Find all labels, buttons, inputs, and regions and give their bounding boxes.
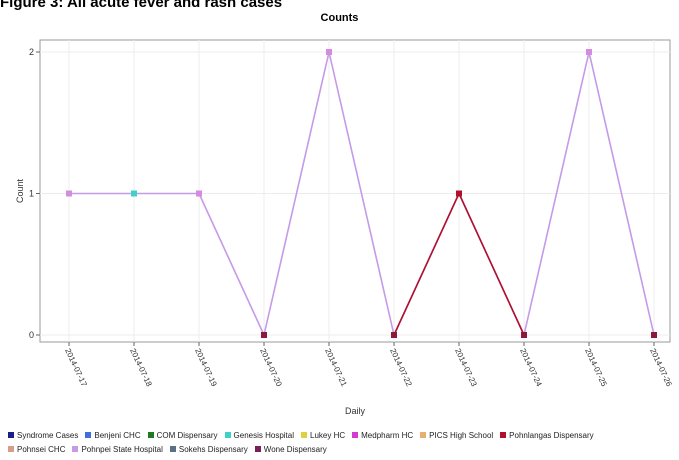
legend-swatch — [8, 432, 14, 438]
legend-swatch — [72, 446, 78, 452]
legend-label: Benjeni CHC — [94, 431, 140, 440]
legend-swatch — [8, 446, 14, 452]
legend-item: Pohnlangas Dispensary — [500, 429, 594, 443]
x-tick-label: 2014-07-20 — [258, 347, 284, 388]
legend-swatch — [420, 432, 426, 438]
legend-label: Lukey HC — [310, 431, 345, 440]
legend-label: Pohnsei CHC — [17, 445, 65, 454]
x-tick-label: 2014-07-21 — [323, 347, 349, 388]
legend-label: Syndrome Cases — [17, 431, 78, 440]
legend-label: Pohnlangas Dispensary — [509, 431, 594, 440]
x-tick-label: 2014-07-17 — [63, 347, 89, 388]
data-point — [391, 332, 397, 338]
legend-swatch — [255, 446, 261, 452]
legend-swatch — [170, 446, 176, 452]
y-tick-label: 0 — [29, 330, 34, 340]
x-tick-label: 2014-07-24 — [518, 347, 544, 388]
legend-swatch — [225, 432, 231, 438]
legend-item: Syndrome Cases — [8, 429, 78, 443]
legend-item: Pohnsei CHC — [8, 443, 65, 457]
data-point — [651, 332, 657, 338]
legend-label: Genesis Hospital — [234, 431, 294, 440]
data-point — [131, 191, 137, 197]
legend-label: Medpharm HC — [361, 431, 413, 440]
data-point — [66, 191, 72, 197]
x-axis-label: Daily — [345, 406, 366, 416]
legend-swatch — [148, 432, 154, 438]
legend-item: Sokehs Dispensary — [170, 443, 248, 457]
y-tick-label: 1 — [29, 189, 34, 199]
legend-label: PICS High School — [429, 431, 493, 440]
legend-item: Genesis Hospital — [225, 429, 294, 443]
legend-item: Wone Dispensary — [255, 443, 327, 457]
legend-label: Pohnpei State Hospital — [81, 445, 162, 454]
data-point — [586, 49, 592, 55]
legend-item: Medpharm HC — [352, 429, 413, 443]
legend-item: PICS High School — [420, 429, 493, 443]
x-tick-label: 2014-07-26 — [648, 347, 674, 388]
legend-swatch — [500, 432, 506, 438]
legend-label: COM Dispensary — [157, 431, 218, 440]
legend-label: Wone Dispensary — [264, 445, 327, 454]
data-point — [261, 332, 267, 338]
x-tick-label: 2014-07-25 — [583, 347, 609, 388]
legend-item: Pohnpei State Hospital — [72, 443, 162, 457]
y-axis-label: Count — [15, 179, 25, 204]
legend-swatch — [301, 432, 307, 438]
data-point — [326, 49, 332, 55]
legend-swatch — [85, 432, 91, 438]
legend-label: Sokehs Dispensary — [179, 445, 248, 454]
data-point — [521, 332, 527, 338]
legend-item: Benjeni CHC — [85, 429, 140, 443]
legend-swatch — [352, 432, 358, 438]
legend-item: COM Dispensary — [148, 429, 218, 443]
x-tick-label: 2014-07-23 — [453, 347, 479, 388]
data-point — [456, 191, 462, 197]
data-point — [196, 191, 202, 197]
legend-item: Lukey HC — [301, 429, 345, 443]
chart-legend: Syndrome Cases Benjeni CHC COM Dispensary G… — [8, 429, 676, 457]
x-tick-label: 2014-07-19 — [193, 347, 219, 388]
y-tick-label: 2 — [29, 47, 34, 57]
x-tick-label: 2014-07-18 — [128, 347, 154, 388]
x-tick-label: 2014-07-22 — [388, 347, 414, 388]
